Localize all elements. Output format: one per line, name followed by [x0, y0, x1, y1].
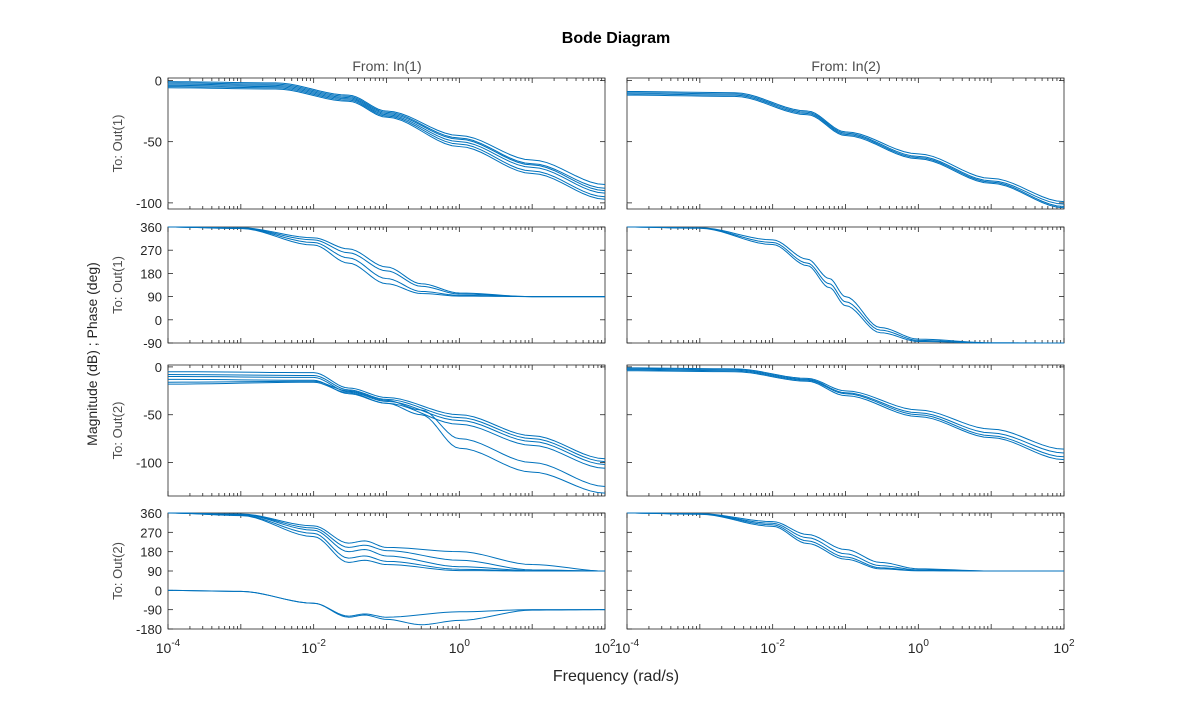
- axes-r3c2: [626, 364, 1065, 497]
- x-tick-label-c2: 10-4: [615, 638, 640, 656]
- chart-title: Bode Diagram: [562, 30, 670, 47]
- series-r2c1-4: [167, 226, 605, 298]
- series-r1c1-5: [167, 86, 606, 198]
- y-tick-label-r4c1: 360: [140, 506, 162, 521]
- series-r3c2-4: [626, 370, 1065, 461]
- x-tick-label-c2: 10-2: [760, 638, 785, 656]
- axes-r2c1: [167, 226, 606, 344]
- y-tick-label-r1c1: 0: [155, 73, 162, 88]
- column-title-in1: From: In(1): [352, 58, 421, 74]
- series-r1c1-4: [167, 84, 606, 194]
- series-r1c2-3: [626, 93, 1065, 208]
- y-tick-label-r2c1: 360: [140, 220, 162, 235]
- axes-r1c1: [167, 77, 606, 210]
- series-r3c2-3: [626, 369, 1065, 458]
- y-tick-label-r2c1: 0: [155, 313, 162, 328]
- series-r4c1-5: [167, 512, 605, 572]
- y-tick-label-r3c1: -100: [136, 456, 162, 471]
- y-tick-label-r4c1: 90: [148, 564, 162, 579]
- series-r2c2-3: [626, 226, 1064, 344]
- x-tick-label-c1: 100: [449, 638, 471, 656]
- series-r3c1-3: [167, 375, 606, 465]
- row-label-r1c1: To: Out(1): [110, 115, 125, 173]
- series-r1c2-2: [626, 92, 1065, 205]
- series-r3c1-6: [167, 381, 606, 494]
- y-tick-label-r1c1: -50: [143, 135, 162, 150]
- series-r2c1-3: [167, 226, 605, 298]
- row-label-r4c1: To: Out(2): [110, 542, 125, 600]
- series-r1c1-6: [167, 87, 606, 200]
- series-r3c1-5: [167, 380, 606, 487]
- axes-r3c1: [167, 364, 606, 497]
- series-r3c1-2: [167, 374, 606, 463]
- y-axis-label: Magnitude (dB) ; Phase (deg): [84, 262, 100, 446]
- series-r1c2-1: [626, 90, 1065, 203]
- y-tick-label-r4c1: -180: [136, 622, 162, 637]
- series-r4c1-3: [167, 512, 606, 572]
- x-tick-label-c1: 10-4: [156, 638, 181, 656]
- panels-group: To: Out(1) 0 -50 -100 To: Out(1) 360 270 180 90 0…: [110, 73, 1075, 656]
- row-label-r2c1: To: Out(1): [110, 256, 125, 314]
- y-tick-label-r4c1: 180: [140, 545, 162, 560]
- axes-r1c2: [626, 77, 1065, 210]
- series-r3c2-1: [626, 367, 1065, 450]
- x-axis-label: Frequency (rad/s): [553, 668, 679, 685]
- row-label-r3c1: To: Out(2): [110, 402, 125, 460]
- x-tick-label-c2: 102: [1053, 638, 1075, 656]
- axes-r2c2: [626, 226, 1065, 344]
- y-tick-label-r2c1: 90: [148, 290, 162, 305]
- series-r4c2-4: [626, 512, 1064, 572]
- series-r4c1-2: [167, 512, 606, 572]
- x-tick-label-c2: 100: [908, 638, 930, 656]
- series-r1c1-3: [167, 83, 606, 192]
- series-r1c1-2: [167, 82, 606, 189]
- y-tick-label-r2c1: 270: [140, 243, 162, 258]
- x-tick-label-c1: 102: [594, 638, 616, 656]
- series-r1c1-1: [167, 81, 606, 186]
- y-tick-label-r4c1: -90: [143, 603, 162, 618]
- y-tick-label-r1c1: -100: [136, 196, 162, 211]
- column-title-in2: From: In(2): [811, 58, 880, 74]
- series-r2c2-1: [626, 226, 1064, 344]
- y-tick-label-r4c1: 270: [140, 525, 162, 540]
- x-tick-label-c1: 10-2: [301, 638, 326, 656]
- series-r3c1-1: [167, 371, 606, 460]
- series-r1c2-4: [626, 94, 1065, 209]
- y-tick-label-r3c1: -50: [143, 408, 162, 423]
- y-tick-label-r3c1: 0: [155, 360, 162, 375]
- y-tick-label-r2c1: 180: [140, 266, 162, 281]
- series-r3c2-2: [626, 368, 1065, 454]
- series-r4c1-1: [167, 512, 606, 572]
- y-tick-label-r2c1: -90: [143, 336, 162, 351]
- y-tick-label-r4c1: 0: [155, 583, 162, 598]
- series-r2c2-2: [626, 226, 1065, 344]
- series-r4c1-7: [167, 589, 606, 626]
